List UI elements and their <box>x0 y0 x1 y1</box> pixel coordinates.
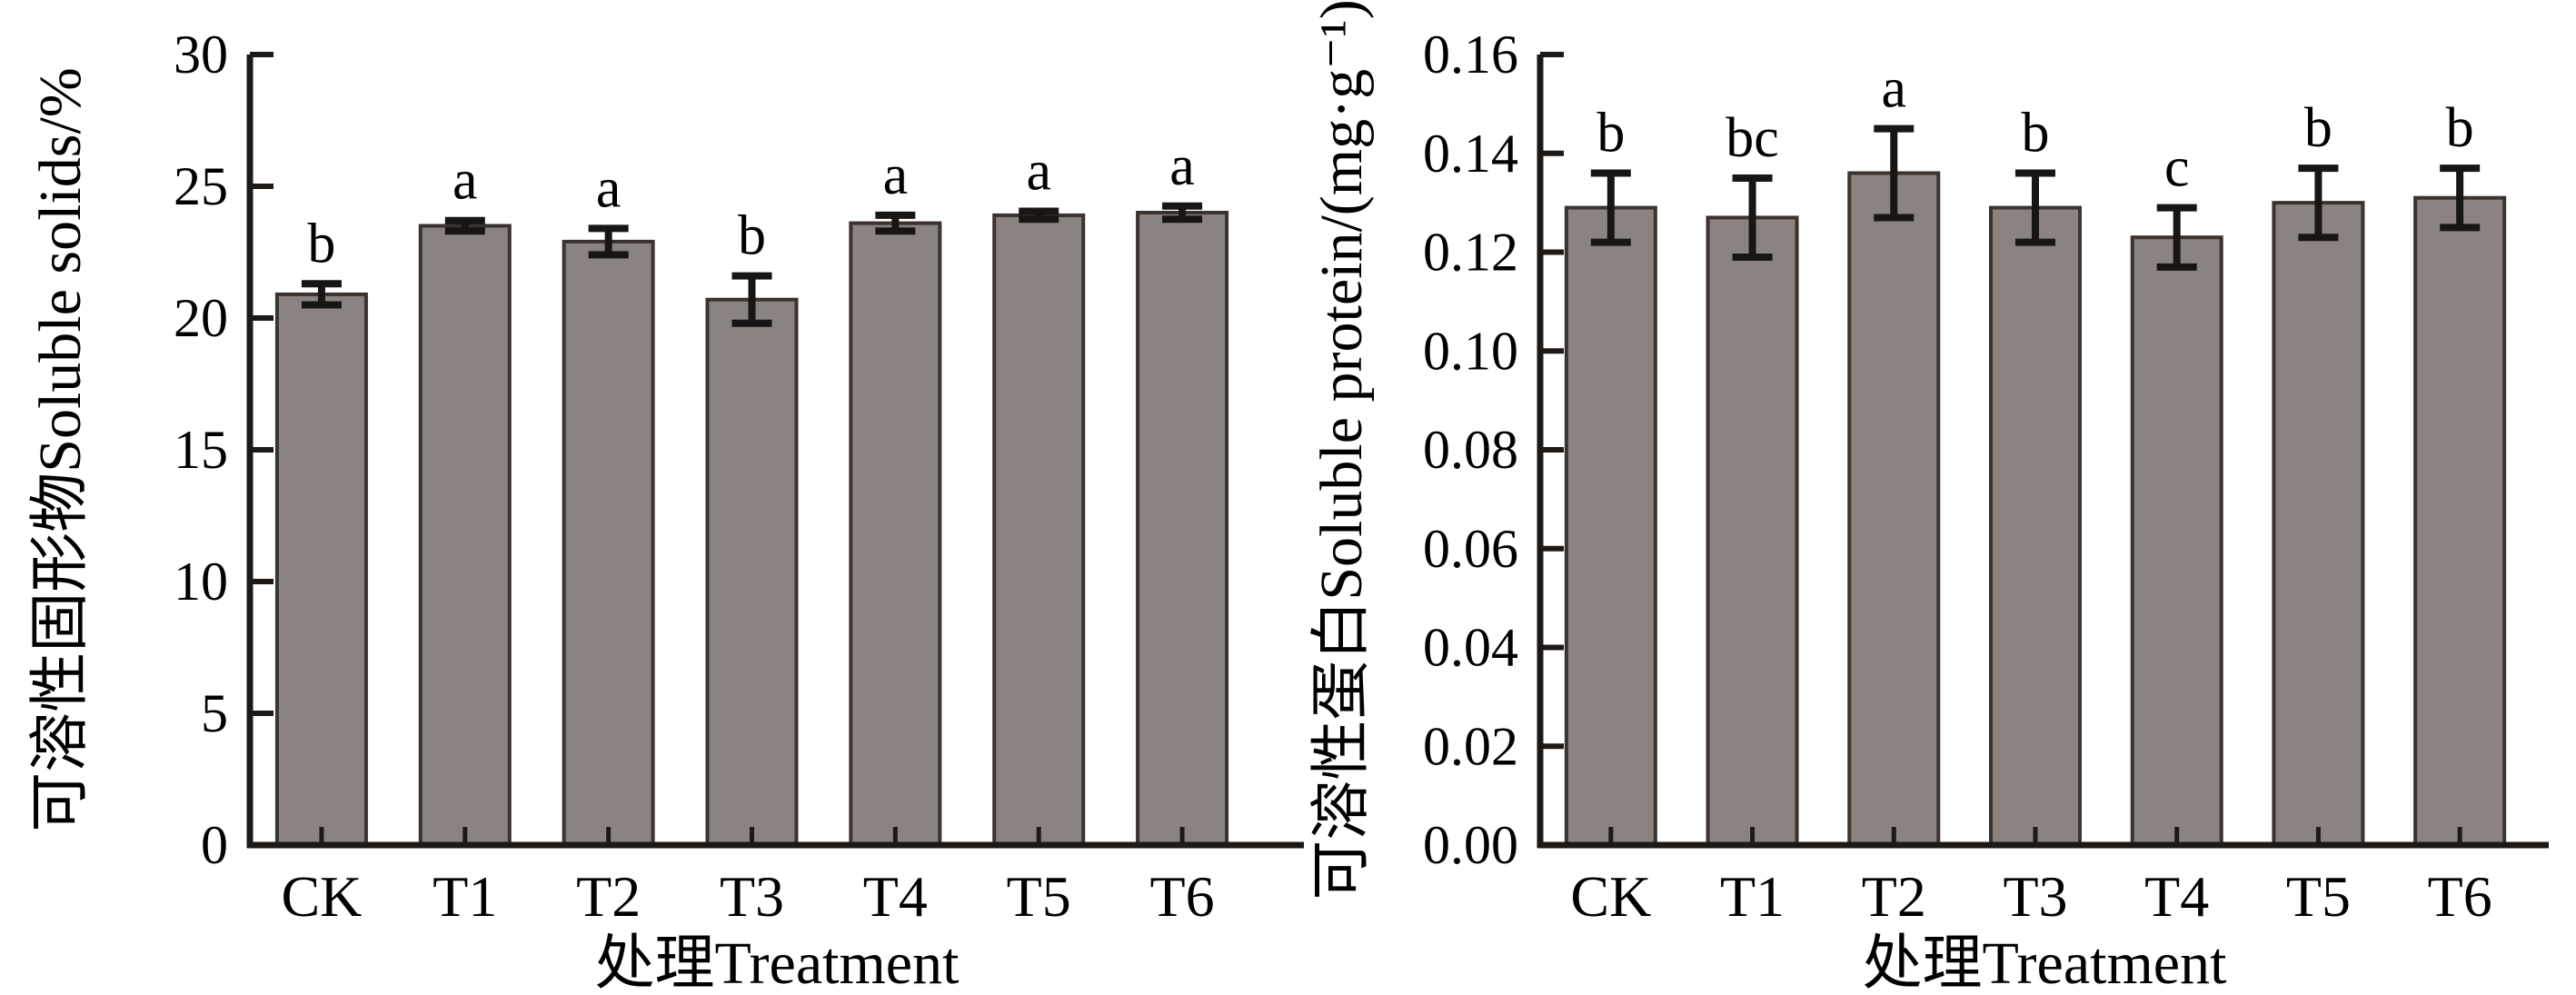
sig-letter-CK: b <box>307 213 335 274</box>
bar-T6 <box>1136 211 1229 847</box>
y-tick-label-10: 10 <box>174 552 228 612</box>
x-tick-label-T3: T3 <box>2003 864 2067 929</box>
error-bar-T4 <box>2156 204 2197 271</box>
bar-T1 <box>418 224 512 847</box>
x-tick-label-T1: T1 <box>1720 864 1785 929</box>
sig-letter-T6: a <box>1169 135 1195 197</box>
y-tick-label-0.04: 0.04 <box>1423 618 1518 678</box>
sig-letter-T1: bc <box>1726 107 1779 169</box>
x-tick-label-T5: T5 <box>2286 864 2351 929</box>
bar-T4 <box>849 221 942 848</box>
x-tick-label-CK: CK <box>1570 864 1651 929</box>
x-tick-label-T3: T3 <box>720 864 784 929</box>
left-chart: b CK a T1 a T2 b T3 a T4 a T5 a T6 0 5 10 15 20 25 30 可溶性固形物S… <box>27 25 1304 995</box>
sig-letter-T4: a <box>883 144 909 206</box>
y-tick-label-20: 20 <box>174 288 228 348</box>
y-tick-label-5: 5 <box>201 683 228 743</box>
sig-letter-T2: a <box>596 157 622 219</box>
x-tick-label-T1: T1 <box>433 864 497 929</box>
y-axis-label: 可溶性蛋白Soluble protein/(mg·g⁻¹) <box>1308 0 1375 900</box>
sig-letter-CK: b <box>1596 103 1625 164</box>
y-tick-label-0.16: 0.16 <box>1423 25 1518 85</box>
error-bar-CK <box>1590 169 1631 246</box>
x-tick-label-T2: T2 <box>576 864 641 929</box>
x-axis-label: 处理Treatment <box>595 930 960 995</box>
bar-T5 <box>2272 201 2365 847</box>
bar-T6 <box>2413 195 2507 847</box>
y-tick-label-0.06: 0.06 <box>1423 519 1518 579</box>
y-tick-label-25: 25 <box>174 156 228 216</box>
x-tick-label-CK: CK <box>281 864 362 929</box>
bar-T3 <box>1989 205 2082 847</box>
error-bar-T5 <box>1019 207 1059 224</box>
sig-letter-T5: a <box>1026 141 1051 203</box>
sig-letter-T3: b <box>738 205 766 267</box>
y-tick-label-0.12: 0.12 <box>1423 223 1518 283</box>
bar-T5 <box>992 213 1086 847</box>
error-bar-T6 <box>1162 202 1203 224</box>
error-bar-T2 <box>1874 124 1915 222</box>
y-axis-label: 可溶性固形物Soluble solids/% <box>27 67 94 832</box>
y-tick-label-0.08: 0.08 <box>1423 420 1518 480</box>
bar-T3 <box>705 297 799 847</box>
bar-T2 <box>1847 171 1941 847</box>
bar-CK <box>274 292 368 847</box>
bar-T1 <box>1706 215 1799 847</box>
error-bar-T6 <box>2440 164 2481 232</box>
x-axis-label: 处理Treatment <box>1863 930 2227 995</box>
x-tick-label-T6: T6 <box>2428 864 2492 929</box>
x-tick-label-T5: T5 <box>1007 864 1071 929</box>
sig-letter-T3: b <box>2022 103 2050 164</box>
error-bar-T3 <box>731 272 772 327</box>
sig-letter-T5: b <box>2304 97 2332 159</box>
sig-letter-T6: b <box>2446 97 2474 159</box>
sig-letter-T1: a <box>453 150 478 212</box>
error-bar-CK <box>301 280 342 309</box>
error-bar-T2 <box>588 224 629 259</box>
y-tick-label-30: 30 <box>174 25 228 85</box>
bar-CK <box>1564 205 1657 847</box>
x-tick-label-T2: T2 <box>1862 864 1926 929</box>
bar-T2 <box>562 239 655 847</box>
bar-T4 <box>2130 235 2223 847</box>
error-bar-T3 <box>2015 169 2055 246</box>
sig-letter-T4: c <box>2164 137 2190 199</box>
y-tick-label-15: 15 <box>174 420 228 480</box>
y-tick-label-0: 0 <box>201 815 228 875</box>
y-tick-label-0.02: 0.02 <box>1423 716 1518 776</box>
right-chart: b CK bc T1 a T2 b T3 c T4 b T5 b T6 0.00 0.02 0.04 0.06 0.… <box>1308 0 2549 995</box>
error-bar-T4 <box>875 211 916 235</box>
y-tick-label-0.10: 0.10 <box>1423 321 1518 381</box>
x-tick-label-T6: T6 <box>1150 864 1215 929</box>
error-bar-T1 <box>1732 174 1773 261</box>
y-tick-label-0.00: 0.00 <box>1423 815 1518 875</box>
x-tick-label-T4: T4 <box>2144 864 2209 929</box>
y-tick-label-0.14: 0.14 <box>1423 124 1518 184</box>
error-bar-T1 <box>444 216 485 235</box>
sig-letter-T2: a <box>1882 58 1907 120</box>
x-tick-label-T4: T4 <box>863 864 928 929</box>
error-bar-T5 <box>2298 164 2339 242</box>
